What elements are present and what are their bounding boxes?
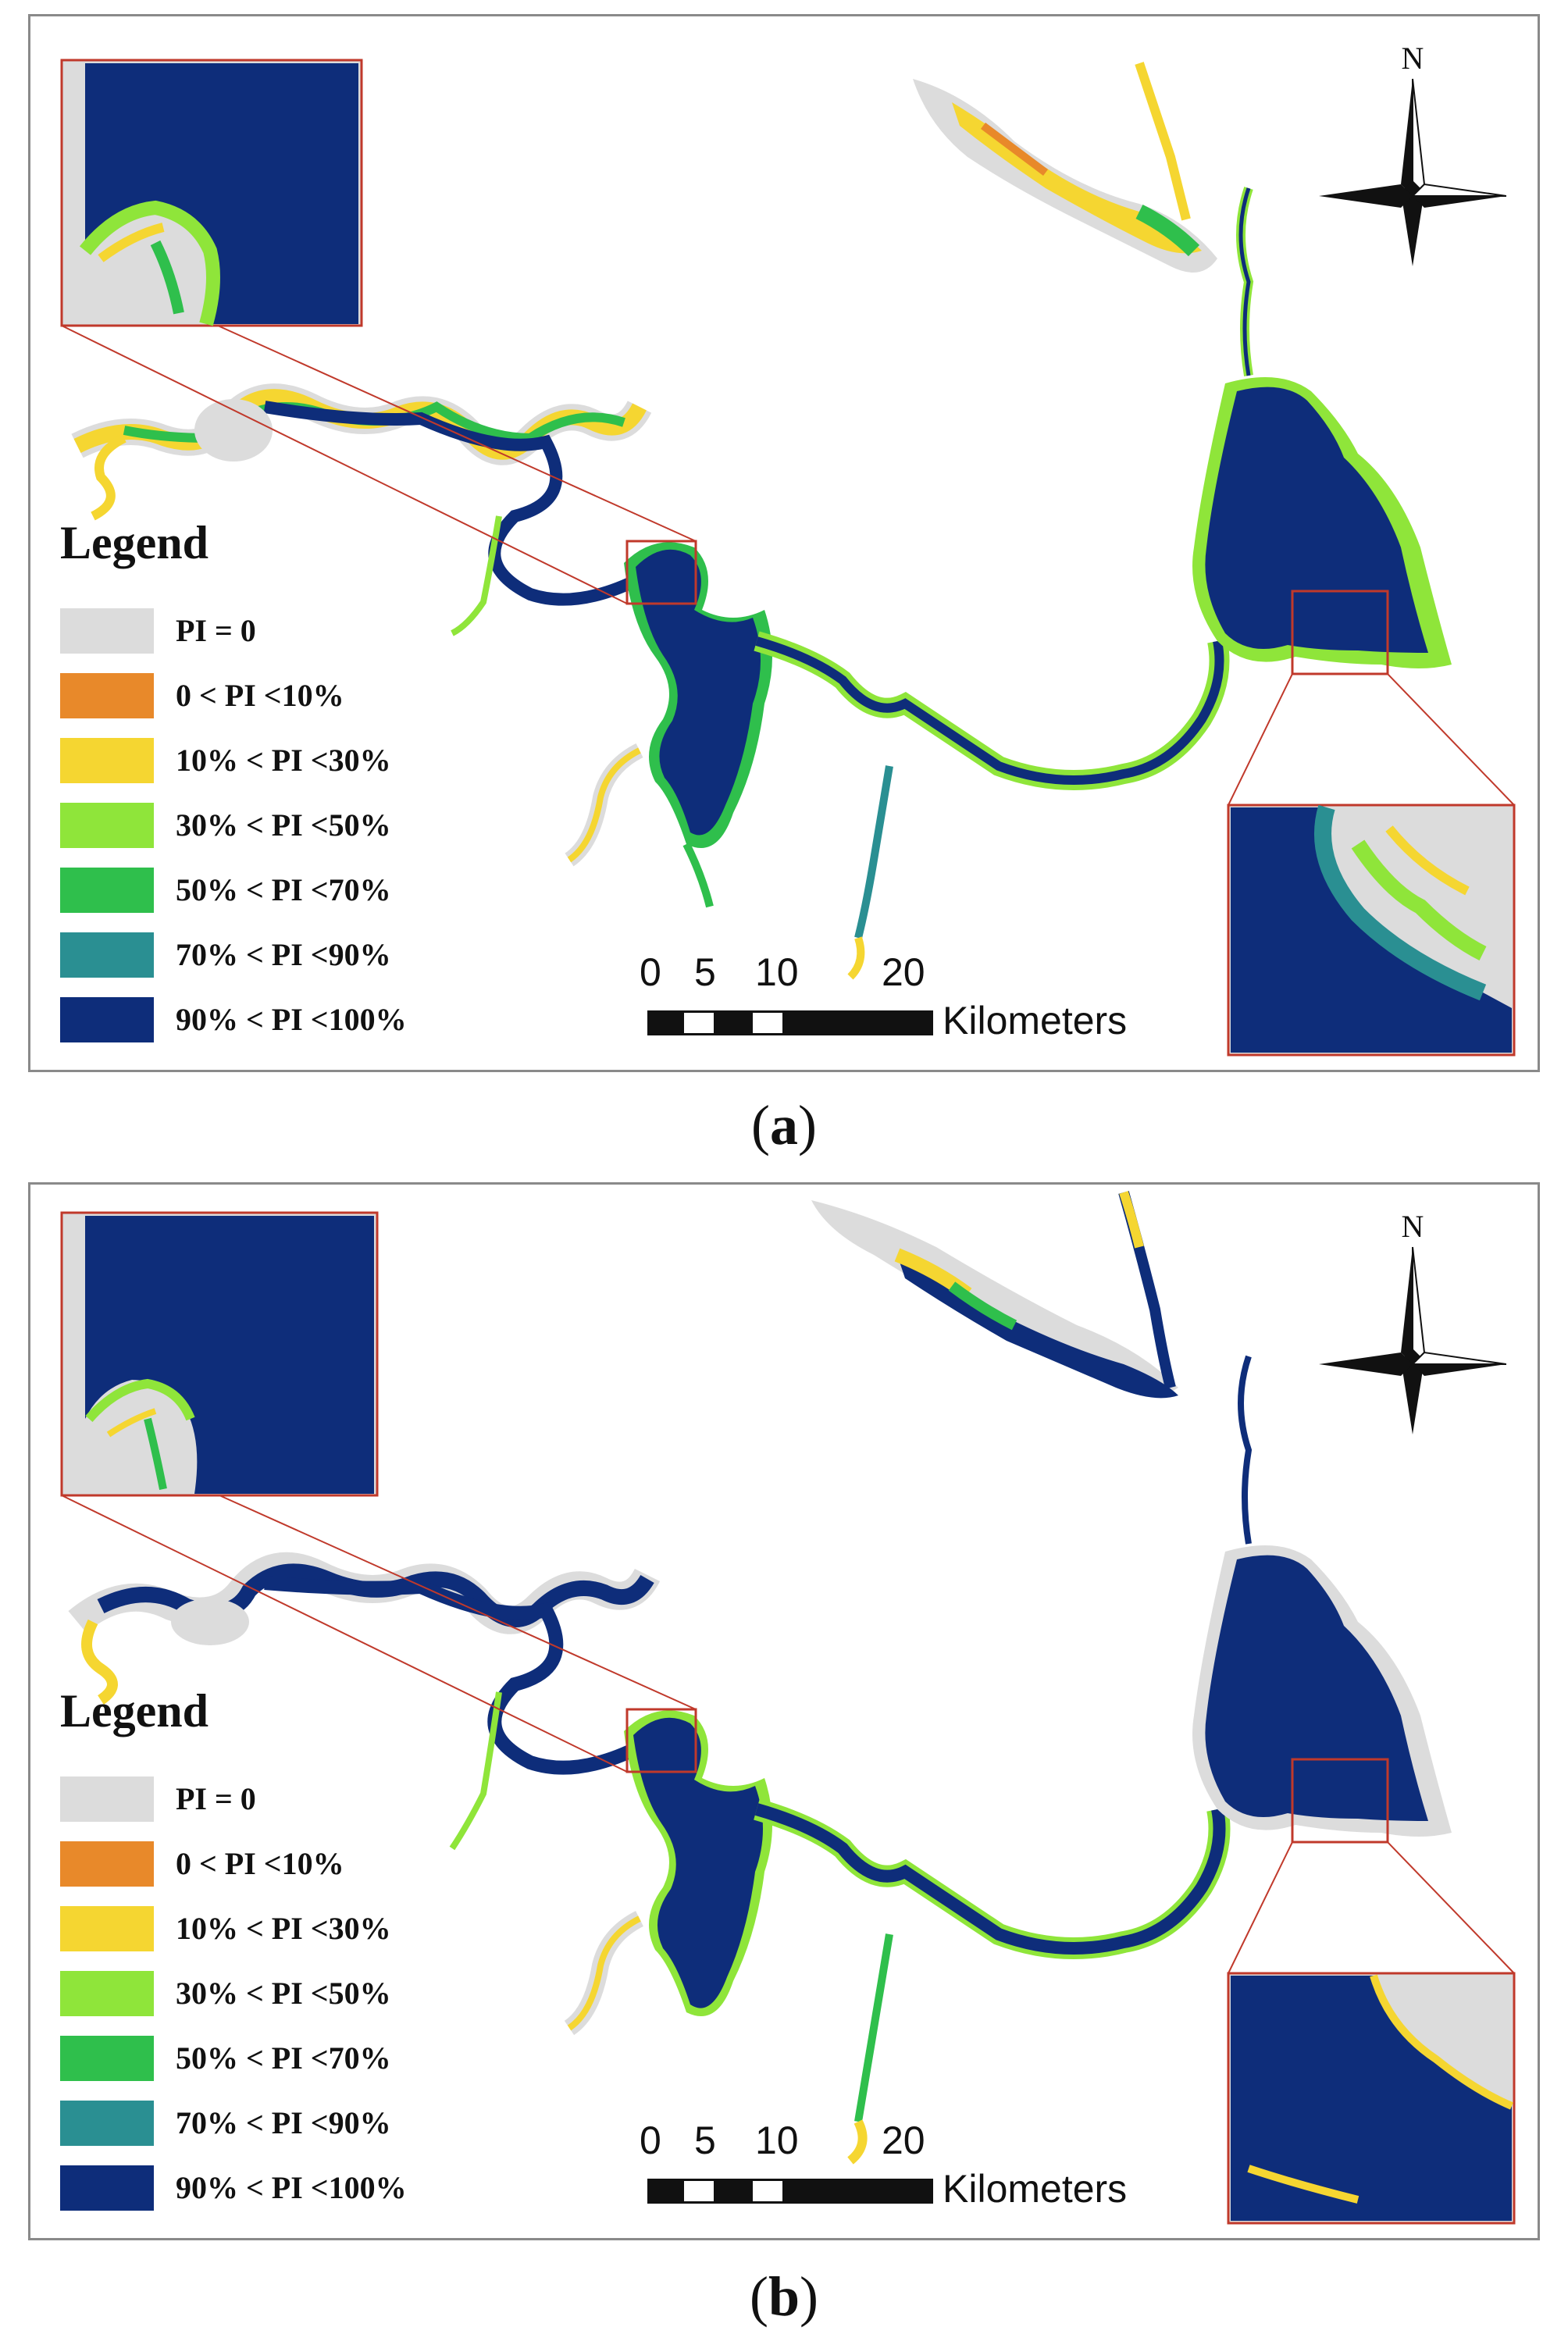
legend-swatch [60,2035,154,2081]
legend-item: PI = 0 [60,1766,407,1831]
scale-segment [785,2179,933,2204]
river-channel-west [68,1552,661,1851]
legend-swatch [60,1905,154,1951]
legend-item: 90% < PI <100% [60,2155,407,2220]
north-arrow: N [1319,1208,1506,1442]
scale-segment [716,1010,750,1035]
compass-rose-icon [1319,78,1506,266]
scale-segment [750,2179,785,2204]
central-lake [451,515,772,908]
inset-west [60,1211,379,1497]
legend-item: 90% < PI <100% [60,987,407,1052]
legend-item: PI = 0 [60,598,407,663]
river-channel-east [754,1798,1231,2165]
legend-label: 90% < PI <100% [176,1002,407,1037]
legend-title: Legend [60,517,209,568]
northeast-arm [811,1191,1178,1399]
legend-a: Legend PI = 0 0 < PI <10% 10% < PI <30% 30%… [60,516,407,1052]
legend-item: 30% < PI <50% [60,793,407,857]
caption-label: b [768,2265,800,2328]
legend-swatch [60,1776,154,1822]
legend-swatch [60,1841,154,1887]
north-label: N [1401,41,1424,76]
compass-rose-icon [1319,1246,1506,1434]
map-panel-a: N Legend PI = 0 0 < PI <10% 10% < PI <30% 3… [28,14,1540,1072]
legend-swatch [60,932,154,978]
inset-east [1227,1972,1516,2225]
legend-title: Legend [60,1685,209,1737]
map-panel-b: N Legend PI = 0 0 < PI <10% 10% < PI <30% 3… [28,1182,1540,2240]
legend-swatch [60,996,154,1042]
north-arrow: N [1319,40,1506,274]
legend-label: 30% < PI <50% [176,807,391,843]
scale-tick-0: 0 [640,950,661,994]
zoom-source-box-east [1228,590,1515,806]
legend-label: 50% < PI <70% [176,2040,391,2076]
legend-label: 10% < PI <30% [176,743,391,778]
legend-swatch [60,1970,154,2016]
legend-swatch [60,2165,154,2211]
scale-tick-5: 5 [694,950,716,994]
zoom-source-box-west [61,1495,697,1773]
legend-swatch [60,802,154,848]
legend-swatch [60,867,154,913]
legend-item: 0 < PI <10% [60,1831,407,1896]
legend-label: 10% < PI <30% [176,1911,391,1946]
north-label: N [1401,1209,1424,1244]
legend-label: 90% < PI <100% [176,2170,407,2205]
scale-tick-20: 20 [882,950,925,994]
legend-label: 30% < PI <50% [176,1976,391,2011]
scale-segment [682,1010,716,1035]
zoom-source-box-east [1228,1758,1515,1974]
legend-item: 70% < PI <90% [60,922,407,987]
scale-unit: Kilometers [943,999,1128,1042]
northeast-arm [913,62,1217,273]
reservoir-map-b [60,1191,1516,2225]
scale-segment [647,1010,682,1035]
legend-swatch [60,672,154,718]
legend-label: 0 < PI <10% [176,1846,344,1881]
caption-label: a [770,1094,798,1156]
legend-label: 50% < PI <70% [176,872,391,907]
legend-swatch [60,737,154,783]
legend-swatch [60,608,154,654]
legend-item: 10% < PI <30% [60,728,407,793]
scale-tick-20: 20 [882,2119,925,2162]
caption-a: (a) [751,1094,817,1156]
legend-swatch [60,2100,154,2146]
scale-segment [785,1010,933,1035]
scale-tick-10: 10 [755,2119,799,2162]
legend-item: 0 < PI <10% [60,663,407,728]
central-lake [564,1710,772,2036]
river-channel-west [71,383,652,606]
legend-item: 10% < PI <30% [60,1896,407,1961]
legend-label: 0 < PI <10% [176,678,344,713]
scale-segment [750,1010,785,1035]
legend-item: 30% < PI <50% [60,1961,407,2026]
reservoir-map-a [60,59,1516,1057]
zoom-source-box-west [61,325,697,605]
scale-tick-10: 10 [755,950,799,994]
legend-label: 70% < PI <90% [176,937,391,972]
scale-segment [716,2179,750,2204]
legend-item: 50% < PI <70% [60,857,407,922]
scale-bar-a: 0 5 10 20 Kilometers [640,950,1217,1051]
scale-bar-b: 0 5 10 20 Kilometers [640,2118,1217,2219]
caption-b: (b) [749,2265,818,2328]
legend-label: 70% < PI <90% [176,2105,391,2140]
legend-item: 50% < PI <70% [60,2026,407,2090]
scale-tick-0: 0 [640,2119,661,2162]
scale-segment [682,2179,716,2204]
scale-unit: Kilometers [943,2167,1128,2211]
scale-tick-5: 5 [694,2119,716,2162]
legend-b: Legend PI = 0 0 < PI <10% 10% < PI <30% 30%… [60,1684,407,2220]
legend-label: PI = 0 [176,1781,256,1816]
river-channel-east [754,631,1230,980]
inset-east [1227,804,1516,1057]
inset-west [60,59,363,327]
legend-label: PI = 0 [176,613,256,648]
scale-segment [647,2179,682,2204]
legend-item: 70% < PI <90% [60,2090,407,2155]
